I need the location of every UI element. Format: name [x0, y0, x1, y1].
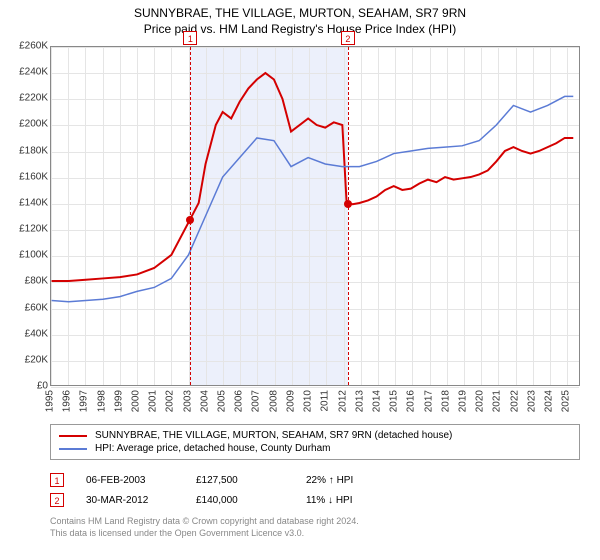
y-tick-label: £20K [0, 354, 48, 365]
y-tick-label: £200K [0, 119, 48, 130]
x-tick-label: 2004 [199, 390, 210, 412]
y-tick-label: £0 [0, 381, 48, 392]
x-tick-label: 1997 [79, 390, 90, 412]
legend-label-1: SUNNYBRAE, THE VILLAGE, MURTON, SEAHAM, … [95, 430, 452, 441]
x-tick-label: 2000 [131, 390, 142, 412]
x-tick-label: 2023 [526, 390, 537, 412]
marker-line [348, 47, 349, 385]
x-tick-label: 2020 [475, 390, 486, 412]
x-tick-label: 1999 [113, 390, 124, 412]
x-tick-label: 2008 [268, 390, 279, 412]
annotation-price: £127,500 [196, 475, 284, 486]
x-tick-label: 2025 [561, 390, 572, 412]
series-line [52, 73, 574, 281]
y-tick-label: £60K [0, 302, 48, 313]
x-tick-label: 1995 [45, 390, 56, 412]
plot-area: 12 [50, 46, 580, 386]
legend-swatch-2 [59, 448, 87, 450]
title-address: SUNNYBRAE, THE VILLAGE, MURTON, SEAHAM, … [0, 6, 600, 20]
x-tick-label: 2006 [234, 390, 245, 412]
y-tick-label: £120K [0, 224, 48, 235]
chart-container: SUNNYBRAE, THE VILLAGE, MURTON, SEAHAM, … [0, 0, 600, 560]
annotation-badge-2: 2 [50, 493, 64, 507]
y-tick-label: £260K [0, 41, 48, 52]
title-subtitle: Price paid vs. HM Land Registry's House … [0, 22, 600, 36]
annotation-delta: 22% ↑ HPI [306, 475, 394, 486]
series-line [52, 96, 574, 301]
x-tick-label: 2010 [303, 390, 314, 412]
x-tick-label: 2016 [406, 390, 417, 412]
y-tick-label: £220K [0, 93, 48, 104]
x-tick-label: 2007 [251, 390, 262, 412]
marker-badge: 1 [183, 31, 197, 45]
legend-row: HPI: Average price, detached house, Coun… [59, 442, 571, 455]
marker-badge: 2 [341, 31, 355, 45]
annotation-row: 2 30-MAR-2012 £140,000 11% ↓ HPI [50, 490, 580, 510]
y-tick-label: £140K [0, 197, 48, 208]
x-tick-label: 2012 [337, 390, 348, 412]
x-tick-label: 1998 [96, 390, 107, 412]
legend-swatch-1 [59, 435, 87, 437]
title-block: SUNNYBRAE, THE VILLAGE, MURTON, SEAHAM, … [0, 0, 600, 38]
y-tick-label: £240K [0, 67, 48, 78]
footnote-line1: Contains HM Land Registry data © Crown c… [50, 516, 580, 528]
legend-row: SUNNYBRAE, THE VILLAGE, MURTON, SEAHAM, … [59, 429, 571, 442]
annotation-date: 06-FEB-2003 [86, 475, 174, 486]
annotation-price: £140,000 [196, 495, 284, 506]
footnote: Contains HM Land Registry data © Crown c… [50, 516, 580, 539]
x-tick-label: 2018 [440, 390, 451, 412]
x-tick-label: 2017 [423, 390, 434, 412]
annotation-date: 30-MAR-2012 [86, 495, 174, 506]
x-tick-label: 2011 [320, 390, 331, 412]
marker-dot [186, 216, 194, 224]
annotations: 1 06-FEB-2003 £127,500 22% ↑ HPI 2 30-MA… [50, 470, 580, 539]
x-tick-label: 2009 [285, 390, 296, 412]
x-tick-label: 2021 [492, 390, 503, 412]
x-tick-label: 2024 [544, 390, 555, 412]
x-tick-label: 2003 [182, 390, 193, 412]
y-tick-label: £80K [0, 276, 48, 287]
x-tick-label: 2015 [389, 390, 400, 412]
annotation-badge-1: 1 [50, 473, 64, 487]
marker-dot [344, 200, 352, 208]
x-tick-label: 2005 [217, 390, 228, 412]
x-tick-label: 2014 [371, 390, 382, 412]
y-tick-label: £100K [0, 250, 48, 261]
x-tick-label: 1996 [62, 390, 73, 412]
annotation-row: 1 06-FEB-2003 £127,500 22% ↑ HPI [50, 470, 580, 490]
x-tick-label: 2019 [457, 390, 468, 412]
x-tick-label: 2022 [509, 390, 520, 412]
y-tick-label: £160K [0, 171, 48, 182]
legend-label-2: HPI: Average price, detached house, Coun… [95, 443, 331, 454]
y-tick-label: £180K [0, 145, 48, 156]
x-tick-label: 2001 [148, 390, 159, 412]
x-tick-label: 2013 [354, 390, 365, 412]
x-tick-label: 2002 [165, 390, 176, 412]
annotation-delta: 11% ↓ HPI [306, 495, 394, 506]
chart-lines [51, 47, 579, 385]
y-tick-label: £40K [0, 328, 48, 339]
legend: SUNNYBRAE, THE VILLAGE, MURTON, SEAHAM, … [50, 424, 580, 460]
footnote-line2: This data is licensed under the Open Gov… [50, 528, 580, 540]
